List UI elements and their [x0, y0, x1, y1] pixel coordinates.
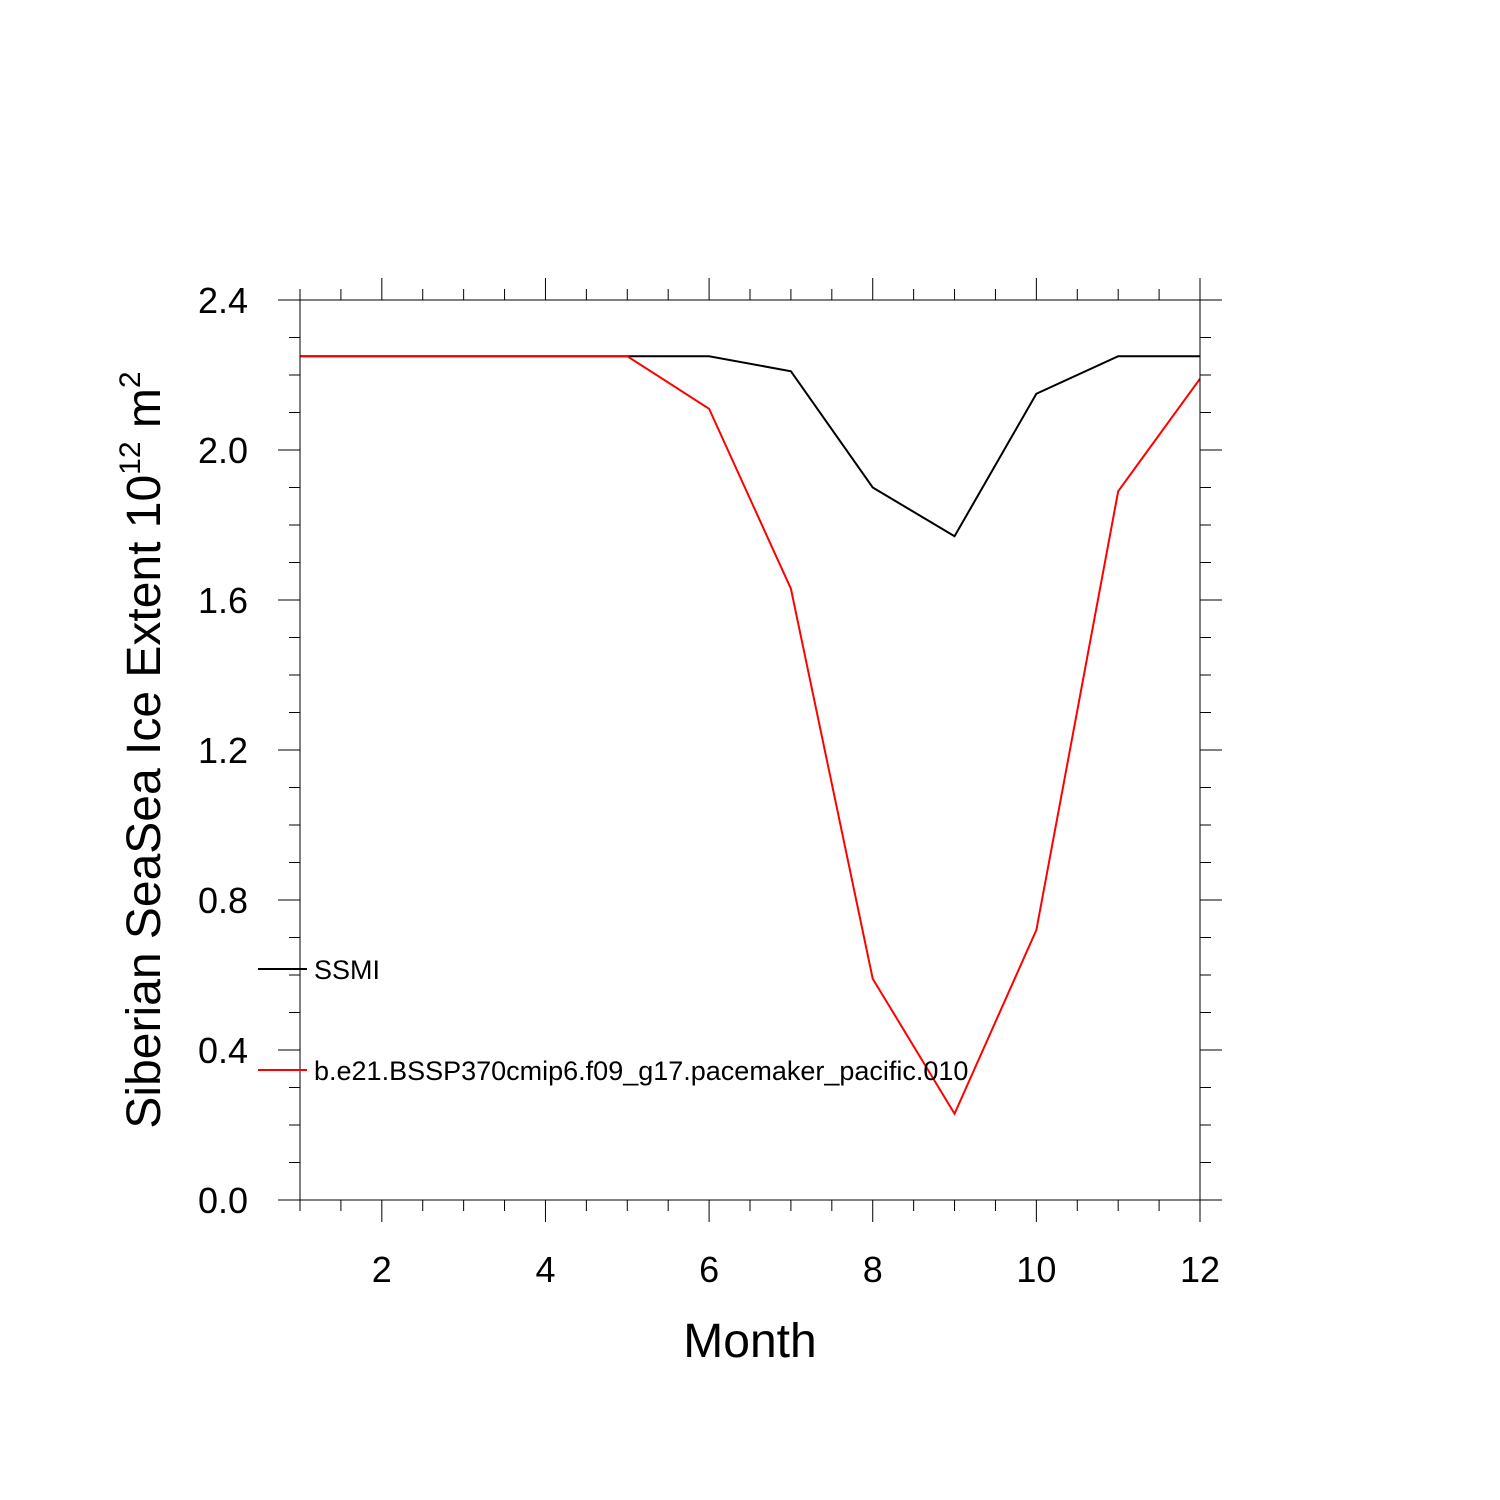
tick-labels: 2 4 6 8 10 12 0.0 0.4 0.8 1.2 1.6 2.0 2.4	[198, 280, 1220, 1290]
x-tick-label: 6	[699, 1249, 719, 1290]
y-tick-label: 1.2	[198, 730, 248, 771]
y-tick-label: 0.0	[198, 1180, 248, 1221]
y-tick-label: 1.6	[198, 580, 248, 621]
y-axis-title-exp1: 12	[114, 441, 147, 474]
x-tick-label: 4	[535, 1249, 555, 1290]
y-axis-title-exp2: 2	[114, 371, 147, 388]
x-axis-title: Month	[683, 1315, 816, 1368]
legend-item-ssmi: SSMI	[258, 955, 380, 985]
legend: SSMI b.e21.BSSP370cmip6.f09_g17.pacemake…	[258, 955, 968, 1086]
y-tick-label: 0.8	[198, 880, 248, 921]
series-layer	[300, 355, 1201, 1116]
x-tick-label: 8	[863, 1249, 883, 1290]
y-axis-title-mid: m	[118, 388, 171, 441]
legend-item-pacemaker: b.e21.BSSP370cmip6.f09_g17.pacemaker_pac…	[258, 1056, 968, 1086]
x-tick-label: 2	[372, 1249, 392, 1290]
y-tick-label: 2.0	[198, 430, 248, 471]
legend-label-pacemaker: b.e21.BSSP370cmip6.f09_g17.pacemaker_pac…	[314, 1056, 968, 1086]
series-line-pacemaker	[300, 355, 1201, 1116]
y-tick-label: 0.4	[198, 1030, 248, 1071]
x-tick-label: 12	[1180, 1249, 1220, 1290]
legend-label-ssmi: SSMI	[314, 955, 380, 985]
y-tick-label: 2.4	[198, 280, 248, 321]
x-tick-label: 10	[1016, 1249, 1056, 1290]
plot-frame	[299, 299, 1201, 1201]
y-axis-title-base: Siberian SeaSea Ice Extent 10	[118, 475, 171, 1129]
axis-ticks	[278, 278, 1222, 1222]
series-line-ssmi	[300, 355, 1200, 538]
y-axis-title: Siberian SeaSea Ice Extent 1012 m2	[114, 371, 171, 1128]
